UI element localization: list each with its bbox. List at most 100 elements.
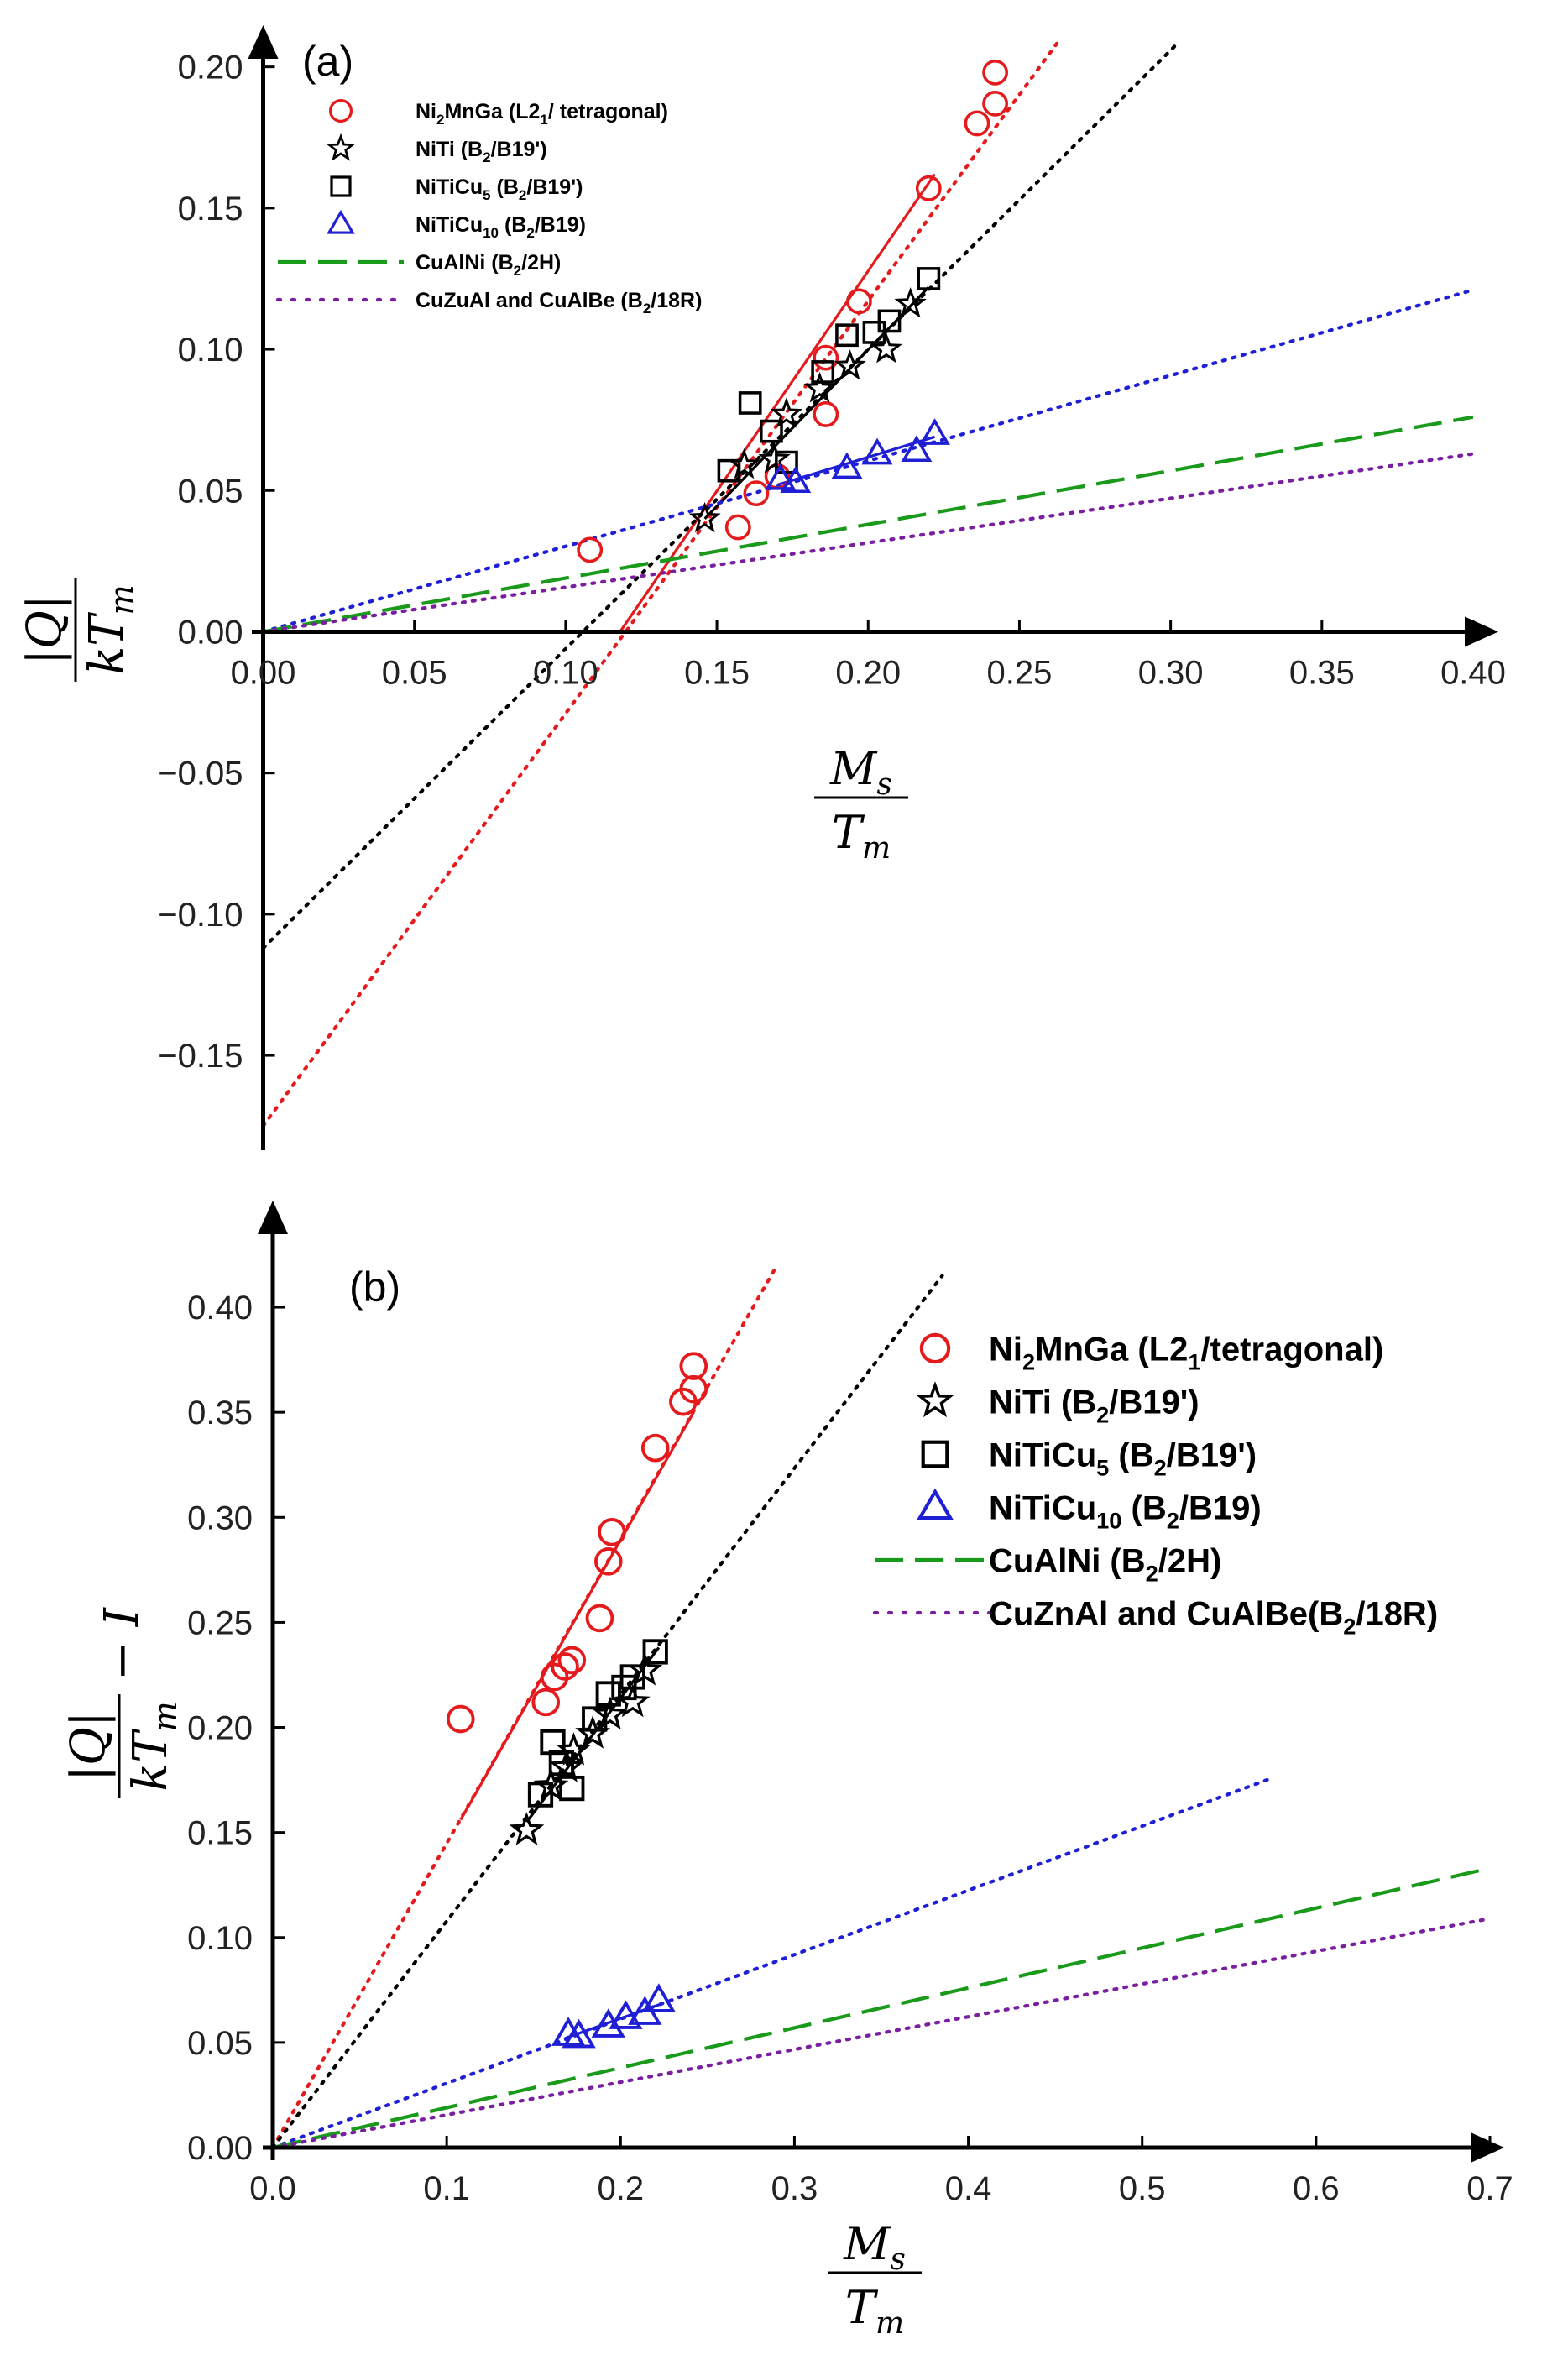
y-tick-label: 0.05 bbox=[178, 473, 243, 510]
y-tick-label: −0.15 bbox=[158, 1038, 243, 1075]
data-point-square bbox=[917, 267, 941, 290]
data-point-square bbox=[877, 309, 902, 333]
data-point-square bbox=[559, 1775, 585, 1802]
data-point-square bbox=[642, 1639, 668, 1665]
legend-label: CuZnAl and CuAlBe(B2/18R) bbox=[989, 1595, 1438, 1639]
y-tick-label: 0.25 bbox=[187, 1604, 253, 1641]
series-2 bbox=[527, 1639, 668, 1808]
fit-line-solid-5 bbox=[776, 435, 935, 487]
legend-symbol-circle bbox=[919, 1332, 951, 1364]
x-tick-label: 0.05 bbox=[382, 654, 447, 691]
data-point-star bbox=[509, 1812, 545, 1845]
fit-line-solid-1 bbox=[459, 1411, 695, 1821]
x-tick-label: 0.0 bbox=[249, 2170, 296, 2207]
y-tick-label: 0.00 bbox=[187, 2130, 253, 2167]
data-point-square bbox=[527, 1782, 554, 1808]
x-tick-label: 0.40 bbox=[1440, 654, 1506, 691]
data-point-square bbox=[717, 458, 741, 483]
legend-symbol-circle bbox=[329, 98, 353, 123]
x-tick-label: 0.5 bbox=[1119, 2170, 1166, 2207]
y-label-denominator: kTm bbox=[123, 1701, 184, 1791]
data-point-circle bbox=[557, 1646, 587, 1675]
x-tick-label: 0.10 bbox=[533, 654, 598, 691]
legend-symbol-triangle bbox=[917, 1488, 954, 1520]
fit-line-dashed-6 bbox=[263, 415, 1473, 634]
panel-b-chart: 0.0 0.1 0.2 0.3 0.4 0.5 0.6 0.7 0.00 0.05 0.10 0.15… bbox=[61, 1201, 1513, 2341]
legend-label: NiTi (B2/B19') bbox=[989, 1384, 1200, 1427]
data-point-circle bbox=[743, 480, 770, 507]
y-axis-arrow bbox=[248, 25, 279, 59]
y-tick-label: 0.20 bbox=[178, 50, 243, 86]
data-point-circle bbox=[724, 514, 751, 541]
x-tick-label: 0.15 bbox=[684, 654, 750, 691]
data-point-square bbox=[595, 1681, 621, 1707]
x-tick-label: 0.4 bbox=[945, 2170, 992, 2207]
data-point-star bbox=[688, 501, 721, 533]
y-tick-label: 0.10 bbox=[178, 332, 243, 369]
fit-line-dotted-4 bbox=[263, 288, 1473, 634]
data-point-triangle bbox=[901, 435, 933, 463]
x-tick-label: 0.20 bbox=[835, 654, 901, 691]
data-point-triangle bbox=[609, 2000, 643, 2029]
data-point-square bbox=[548, 1750, 574, 1777]
data-point-circle bbox=[813, 401, 839, 427]
x-tick-label: 0.7 bbox=[1466, 2170, 1513, 2207]
legend-symbol-triangle bbox=[327, 209, 355, 234]
data-point-circle bbox=[846, 288, 872, 315]
data-point-triangle bbox=[551, 2017, 586, 2046]
legend-symbol-star bbox=[916, 1381, 954, 1418]
data-point-square bbox=[619, 1664, 645, 1690]
data-point-circle bbox=[551, 1652, 579, 1681]
y-tick-label: 0.10 bbox=[187, 1920, 253, 1957]
legend-label: Ni2MnGa (L21/ tetragonal) bbox=[416, 100, 668, 128]
series-3 bbox=[765, 418, 950, 494]
y-label-numerator: |Q| bbox=[61, 1711, 116, 1782]
y-tick-label: 0.40 bbox=[187, 1290, 253, 1327]
x-tick-label: 0.30 bbox=[1138, 654, 1204, 691]
x-tick-label: 0.3 bbox=[771, 2170, 818, 2207]
data-point-triangle bbox=[765, 463, 797, 490]
x-tick-label: 0.00 bbox=[231, 654, 296, 691]
data-point-triangle bbox=[919, 418, 950, 445]
x-tick-label: 0.1 bbox=[423, 2170, 470, 2207]
legend: Ni2MnGa (L21/tetragonal) NiTi (B2/B19') Ni… bbox=[872, 1331, 1438, 1640]
data-point-circle bbox=[446, 1704, 475, 1734]
x-tick-label: 0.35 bbox=[1289, 654, 1355, 691]
data-point-circle bbox=[598, 1518, 626, 1546]
series-2 bbox=[717, 267, 941, 483]
legend-label: NiTiCu5 (B2/B19') bbox=[989, 1436, 1257, 1480]
data-point-circle bbox=[982, 90, 1009, 117]
y-tick-label: 0.15 bbox=[187, 1815, 253, 1852]
y-tick-label: −0.10 bbox=[158, 897, 243, 934]
data-point-triangle bbox=[562, 2018, 596, 2049]
x-axis-arrow bbox=[1471, 2132, 1504, 2163]
legend-symbol-star bbox=[326, 133, 356, 161]
legend-symbol-square bbox=[921, 1440, 949, 1468]
panel-label: (b) bbox=[349, 1264, 400, 1311]
legend-symbol-square bbox=[330, 175, 352, 197]
data-point-star bbox=[803, 372, 836, 403]
data-point-square bbox=[811, 360, 835, 384]
fit-line-dotted-2 bbox=[273, 1274, 944, 2148]
y-tick-label: −0.05 bbox=[158, 756, 243, 793]
data-point-circle bbox=[964, 110, 990, 137]
x-tick-label: 0.6 bbox=[1293, 2170, 1340, 2207]
fit-line-solid-1 bbox=[619, 173, 936, 633]
y-tick-label: 0.35 bbox=[187, 1395, 253, 1431]
fit-line-dotted-4 bbox=[273, 1776, 1275, 2148]
data-point-circle bbox=[813, 344, 839, 371]
fit-line-solid-3 bbox=[703, 285, 930, 521]
fit-line-dashed-6 bbox=[273, 1866, 1490, 2148]
data-point-square bbox=[775, 450, 798, 474]
data-point-circle bbox=[585, 1604, 614, 1633]
data-point-triangle bbox=[641, 1983, 676, 2012]
y-tick-label: 0.15 bbox=[178, 191, 243, 228]
y-axis-arrow bbox=[258, 1201, 288, 1234]
x-label-denominator: Tm bbox=[845, 2281, 904, 2341]
data-point-triangle bbox=[831, 452, 863, 479]
x-label-numerator: Ms bbox=[829, 742, 892, 802]
legend-label: NiTiCu5 (B2/B19') bbox=[416, 175, 583, 203]
data-point-triangle bbox=[780, 466, 812, 494]
